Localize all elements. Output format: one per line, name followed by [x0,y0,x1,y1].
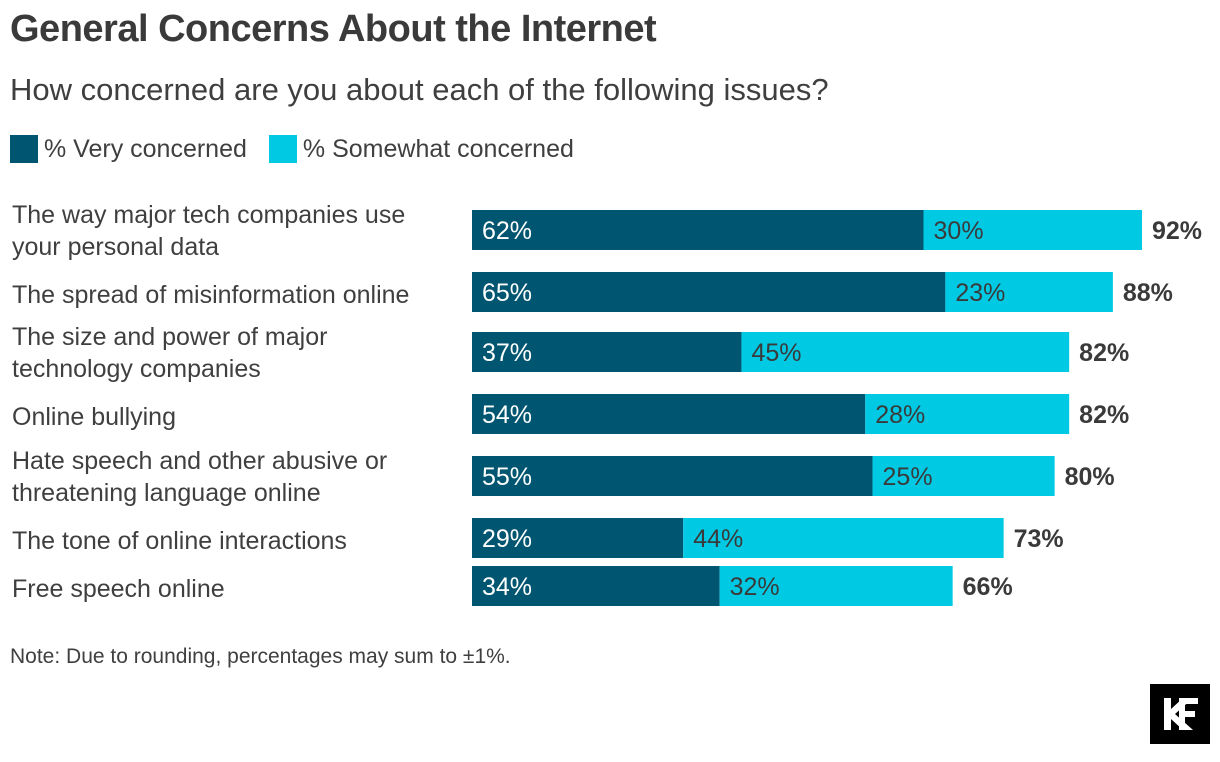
bar-somewhat-concerned-3 [741,332,1070,372]
total-label-1: 92% [1152,217,1202,245]
bar-very-concerned-2 [472,272,946,312]
category-label-1-line-2: your personal data [12,233,219,261]
bar-somewhat-concerned-2 [945,272,1113,312]
legend-label-very-concerned: % Very concerned [44,134,247,163]
bar-somewhat-concerned-6 [683,518,1004,558]
bar-very-concerned-3 [472,332,742,372]
data-label-very-concerned-1: 62% [482,217,532,245]
chart-title: General Concerns About the Internet [10,8,657,50]
total-label-6: 73% [1014,525,1064,553]
legend-item-very-concerned: % Very concerned [10,135,247,164]
data-label-very-concerned-3: 37% [482,339,532,367]
data-label-very-concerned-5: 55% [482,463,532,491]
data-label-somewhat-concerned-5: 25% [883,463,933,491]
bar-somewhat-concerned-5 [872,456,1055,496]
bar-somewhat-concerned-1 [923,210,1142,250]
bar-somewhat-concerned-4 [865,394,1070,434]
bar-very-concerned-4 [472,394,866,434]
stacked-bar-chart: The way major tech companies use your per… [12,201,1202,606]
bar-very-concerned-1 [472,210,924,250]
category-label-5-line-2: threatening language online [12,479,321,507]
category-label-3-line-1: The size and power of major [12,323,327,351]
category-label-1-line-1: The way major tech companies use [12,201,405,229]
legend-swatch-very-concerned [10,135,38,163]
data-label-somewhat-concerned-1: 30% [934,217,984,245]
legend-label-somewhat-concerned: % Somewhat concerned [302,134,574,163]
total-label-4: 82% [1079,401,1129,429]
data-label-somewhat-concerned-4: 28% [875,401,925,429]
legend-swatch-somewhat-concerned [268,135,297,163]
data-label-very-concerned-6: 29% [482,525,532,553]
bar-somewhat-concerned-7 [719,566,953,606]
data-label-very-concerned-2: 65% [482,279,532,307]
legend: % Very concerned % Somewhat concerned [10,134,596,164]
category-label-7: Free speech online [12,575,225,603]
data-label-somewhat-concerned-3: 45% [751,339,801,367]
kf-logo [1150,684,1210,744]
total-label-2: 88% [1123,279,1173,307]
legend-item-somewhat-concerned: % Somewhat concerned [268,134,574,164]
footnote: Note: Due to rounding, percentages may s… [10,645,511,668]
kf-logo-mark [1164,698,1198,730]
data-label-somewhat-concerned-7: 32% [730,573,780,601]
bar-very-concerned-6 [472,518,684,558]
data-label-very-concerned-4: 54% [482,401,532,429]
data-label-somewhat-concerned-2: 23% [955,279,1005,307]
category-label-2: The spread of misinformation online [12,281,409,309]
chart-subtitle: How concerned are you about each of the … [10,72,829,107]
total-label-3: 82% [1079,339,1129,367]
total-label-5: 80% [1065,463,1115,491]
data-label-somewhat-concerned-6: 44% [693,525,743,553]
category-label-3-line-2: technology companies [12,355,261,383]
category-label-5-line-1: Hate speech and other abusive or [12,447,387,475]
category-label-6: The tone of online interactions [12,527,347,555]
bar-very-concerned-7 [472,566,720,606]
data-label-very-concerned-7: 34% [482,573,532,601]
category-label-4: Online bullying [12,403,176,431]
bar-very-concerned-5 [472,456,873,496]
total-label-7: 66% [963,573,1013,601]
